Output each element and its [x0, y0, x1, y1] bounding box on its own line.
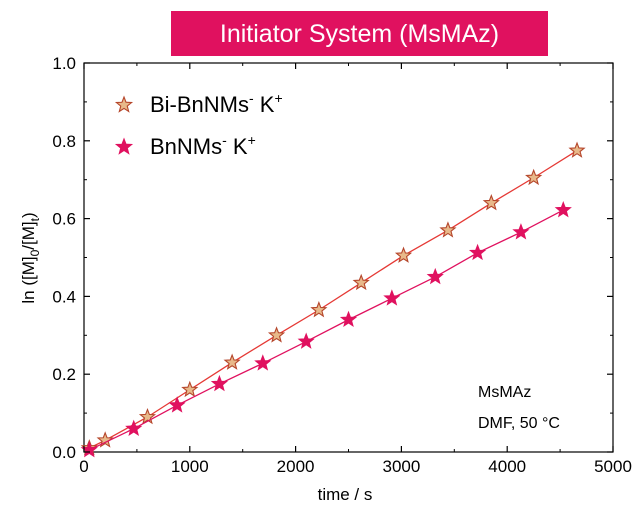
annotation-line-1: MsMAz [478, 384, 531, 401]
series-0-point [181, 380, 199, 398]
series-0-point [525, 168, 543, 186]
series-1-point [210, 374, 229, 392]
series-1-point [383, 289, 401, 306]
series-0-point [568, 141, 586, 158]
plot-frame [83, 62, 614, 453]
series-0-point [223, 353, 241, 370]
series-line-0 [89, 149, 578, 449]
series-0-point [482, 194, 500, 211]
x-tick-label: 2000 [277, 457, 315, 476]
series-0-point [96, 431, 114, 448]
legend-marker-star-filled [114, 137, 134, 155]
x-tick-label: 3000 [382, 457, 420, 476]
series-line-1 [89, 209, 564, 451]
annotation-line-2: DMF, 50 °C [478, 415, 560, 432]
conditions-annotation: MsMAz DMF, 50 °C [478, 384, 560, 432]
series-0-point [352, 273, 370, 291]
y-tick-label: 0.6 [52, 210, 76, 229]
series-1-point [512, 223, 530, 240]
y-tick-label: 0.2 [52, 365, 76, 384]
chart-title: Initiator System (MsMAz) [220, 20, 499, 48]
legend-star [114, 137, 134, 155]
series-1-point [554, 201, 572, 218]
axis-ticks: 0 1000 2000 3000 4000 5000 0.0 0.2 0.4 0.6 0.8 1.0 [52, 54, 632, 476]
series-0-point [310, 300, 328, 318]
series-1-point [468, 243, 487, 261]
y-tick-label: 0.4 [52, 287, 76, 306]
legend-item-bnnms: BnNMs- K+ [114, 132, 256, 159]
chart-marks [80, 141, 586, 458]
plot-border [83, 62, 614, 453]
y-tick-label: 0.8 [52, 132, 76, 151]
series-1-point [125, 419, 143, 436]
legend: Bi-BnNMs- K+ BnNMs- K+ [114, 90, 283, 159]
y-axis-label: ln ([M]0/[M]t) [19, 212, 42, 303]
y-tick-label: 0.0 [52, 443, 76, 462]
series-0-point [439, 221, 457, 238]
series-1-point [254, 354, 272, 371]
legend-label-bi-bnnms: Bi-BnNMs- K+ [150, 90, 283, 117]
series-1-point [339, 310, 358, 328]
series-1-point [297, 332, 315, 349]
series-1-point [168, 396, 186, 413]
x-tick-label: 5000 [594, 457, 632, 476]
y-tick-label: 1.0 [52, 54, 76, 73]
series-1-point [426, 267, 444, 285]
legend-marker-star-open [114, 95, 134, 113]
legend-label-bnnms: BnNMs- K+ [150, 132, 256, 159]
x-tick-label: 4000 [488, 457, 526, 476]
series-0-point [394, 246, 413, 263]
x-tick-label: 1000 [171, 457, 209, 476]
legend-star [114, 95, 134, 113]
legend-item-bi-bnnms: Bi-BnNMs- K+ [114, 90, 283, 117]
x-tick-label: 0 [79, 457, 88, 476]
series-0-point [138, 407, 157, 425]
x-axis-label: time / s [318, 485, 373, 504]
title-banner [171, 11, 548, 56]
series-0-point [267, 326, 286, 343]
